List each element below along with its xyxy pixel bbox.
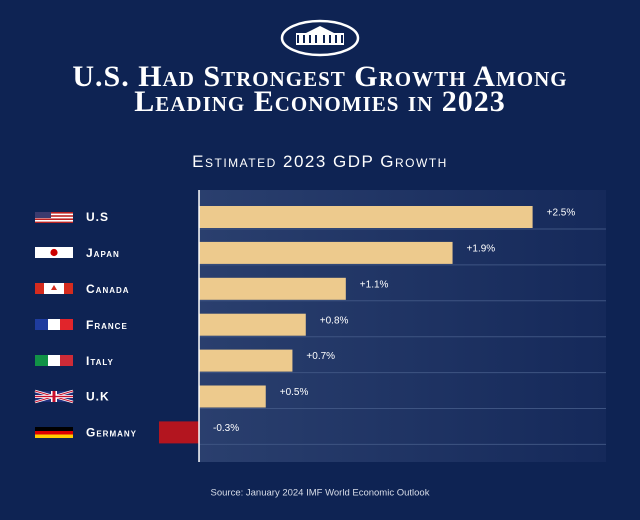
- category-label: Japan: [86, 246, 120, 260]
- bar: [199, 206, 533, 228]
- category-label: U.S: [86, 210, 109, 224]
- logo: [280, 19, 360, 57]
- chart-title: U.S. Had Strongest Growth Among Leading …: [72, 60, 568, 118]
- value-label: +0.7%: [306, 351, 335, 362]
- value-label: +0.5%: [280, 387, 309, 398]
- bar: [199, 241, 453, 264]
- bar: [199, 277, 346, 300]
- category-label: U.K: [86, 390, 110, 404]
- value-label: +1.1%: [360, 279, 389, 290]
- value-label: +1.9%: [467, 244, 496, 255]
- flags: [34, 212, 74, 438]
- bar: [199, 313, 306, 336]
- value-label: +0.8%: [320, 315, 349, 326]
- category-label: Germany: [86, 426, 137, 440]
- category-label: Canada: [86, 282, 130, 296]
- category-label: France: [86, 318, 128, 332]
- source: Source: January 2024 IMF World Economic …: [211, 488, 430, 499]
- bar: [199, 385, 266, 408]
- category-label: Italy: [86, 354, 114, 368]
- value-label: -0.3%: [213, 423, 239, 434]
- value-label: +2.5%: [547, 208, 576, 219]
- bar: [199, 349, 293, 372]
- bar: [159, 421, 200, 444]
- chart-subtitle: Estimated 2023 GDP Growth: [192, 152, 448, 171]
